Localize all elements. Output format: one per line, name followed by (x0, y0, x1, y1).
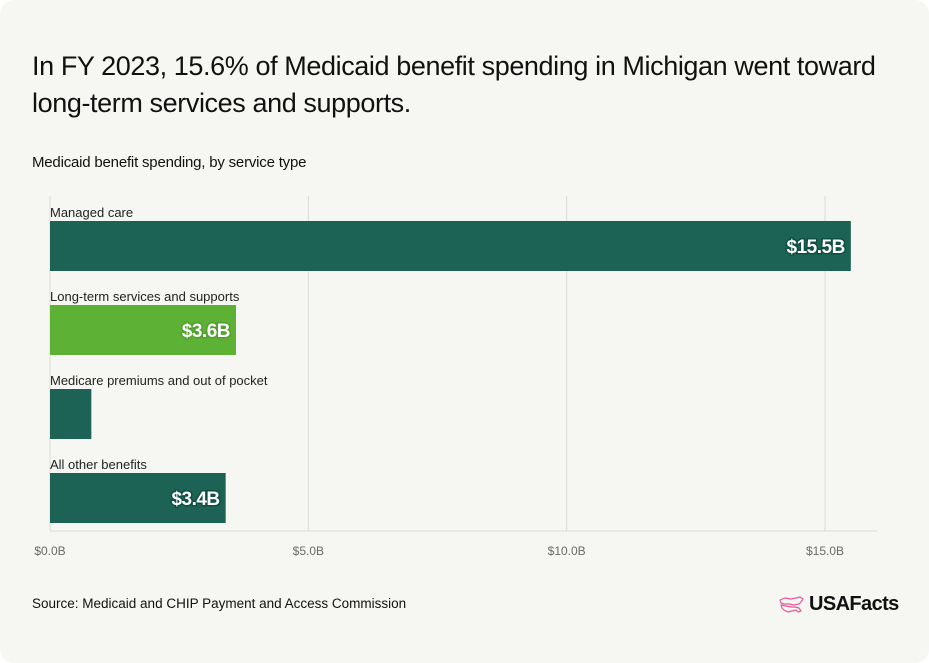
bar-data-label: $3.4B (171, 489, 219, 510)
source-note: Source: Medicaid and CHIP Payment and Ac… (32, 596, 407, 611)
bar-data-label: $3.6B (182, 321, 230, 342)
x-tick-label: $10.0B (548, 544, 586, 558)
chart-title: In FY 2023, 15.6% of Medicaid benefit sp… (32, 51, 876, 118)
logo-text: USAFacts (809, 593, 899, 615)
category-label: Managed care (50, 205, 133, 220)
bar[interactable] (50, 305, 236, 355)
bar-chart: $0.0B $5.0B $10.0B $15.0B Managed care $15.5B… (34, 196, 877, 558)
category-label: All other benefits (50, 457, 147, 472)
usafacts-logo[interactable]: USAFacts (779, 593, 899, 616)
bar-data-label: $15.5B (787, 237, 845, 258)
x-tick-label: $0.0B (34, 544, 65, 558)
bar[interactable] (50, 389, 92, 439)
x-tick-label: $5.0B (293, 544, 324, 558)
bar[interactable] (50, 473, 226, 523)
x-tick-label: $15.0B (806, 544, 844, 558)
category-label: Medicare premiums and out of pocket (50, 373, 268, 388)
usa-map-outline-icon (779, 595, 804, 613)
category-label: Long-term services and supports (50, 289, 240, 304)
chart-subtitle: Medicaid benefit spending, by service ty… (32, 154, 307, 171)
bar[interactable] (50, 221, 851, 271)
